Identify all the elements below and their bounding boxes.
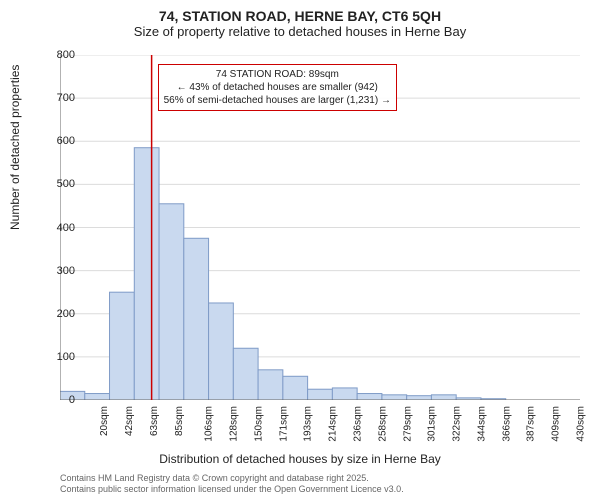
x-tick-label: 279sqm [402,406,413,442]
x-tick-label: 63sqm [149,406,160,436]
x-tick-label: 387sqm [526,406,537,442]
x-tick-label: 258sqm [377,406,388,442]
y-tick-label: 100 [40,351,75,363]
y-tick-label: 0 [40,394,75,406]
x-tick-label: 42sqm [124,406,135,436]
histogram-bar [258,370,283,400]
x-tick-label: 193sqm [303,406,314,442]
x-tick-label: 20sqm [99,406,110,436]
x-tick-label: 409sqm [551,406,562,442]
annotation-callout: 74 STATION ROAD: 89sqm ← 43% of detached… [158,64,397,111]
histogram-bar [308,389,333,400]
annotation-line-1: 74 STATION ROAD: 89sqm [164,68,391,81]
y-tick-label: 700 [40,92,75,104]
histogram-bar [431,395,456,400]
x-tick-label: 106sqm [204,406,215,442]
histogram-bar [184,238,209,400]
x-tick-label: 344sqm [476,406,487,442]
x-tick-label: 301sqm [427,406,438,442]
annotation-line-2: ← 43% of detached houses are smaller (94… [164,81,391,94]
x-tick-label: 171sqm [278,406,289,442]
footer-line-2: Contains public sector information licen… [60,484,404,496]
histogram-bar [332,388,357,400]
histogram-bar [283,376,308,400]
x-tick-label: 150sqm [254,406,265,442]
x-tick-label: 236sqm [353,406,364,442]
annotation-line-3: 56% of semi-detached houses are larger (… [164,94,391,107]
y-tick-label: 200 [40,308,75,320]
y-tick-label: 800 [40,49,75,61]
histogram-bar [134,148,159,400]
x-tick-label: 366sqm [501,406,512,442]
y-axis-label: Number of detached properties [8,65,22,230]
x-tick-label: 214sqm [328,406,339,442]
x-axis-label: Distribution of detached houses by size … [0,452,600,466]
histogram-bar [233,348,258,400]
histogram-bar [209,303,234,400]
histogram-bar [85,394,110,400]
y-tick-label: 600 [40,135,75,147]
footer-attribution: Contains HM Land Registry data © Crown c… [60,473,404,496]
x-tick-label: 128sqm [229,406,240,442]
histogram-bar [407,396,432,400]
x-tick-label: 322sqm [452,406,463,442]
histogram-bar [382,395,407,400]
chart-title-main: 74, STATION ROAD, HERNE BAY, CT6 5QH [0,8,600,24]
histogram-bar [159,204,184,400]
y-tick-label: 500 [40,178,75,190]
y-tick-label: 400 [40,222,75,234]
x-tick-label: 85sqm [174,406,185,436]
y-tick-label: 300 [40,265,75,277]
x-tick-label: 430sqm [575,406,586,442]
histogram-bar [357,394,382,400]
histogram-bar [110,292,135,400]
chart-title-block: 74, STATION ROAD, HERNE BAY, CT6 5QH Siz… [0,0,600,39]
footer-line-1: Contains HM Land Registry data © Crown c… [60,473,404,485]
chart-title-sub: Size of property relative to detached ho… [0,24,600,39]
